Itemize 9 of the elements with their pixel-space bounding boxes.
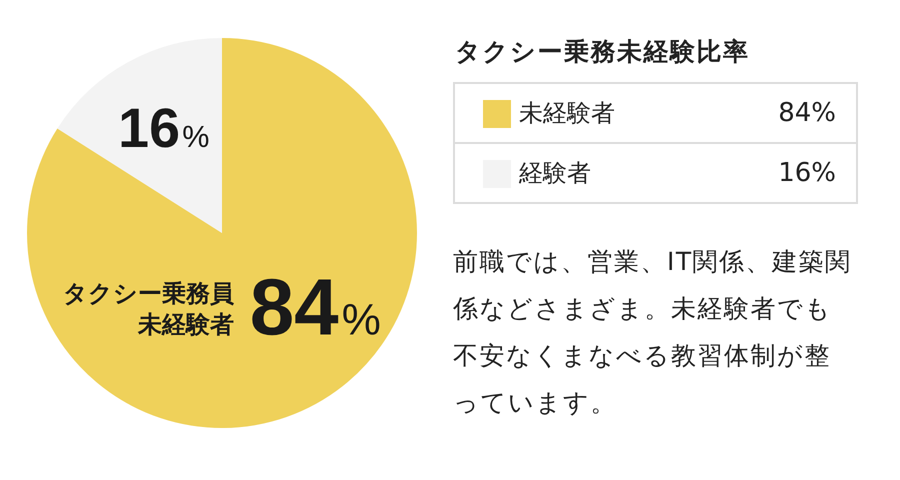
data-label: 84% (250, 262, 381, 352)
text: 84% (778, 98, 836, 128)
text: 16% (778, 158, 836, 188)
text: 前職では、営業、IT関係、建築関係などさまざま。未経験者でも不安なくまなべる教習体制が整っています。 (453, 246, 853, 419)
legend-label: 経験者 (519, 143, 705, 203)
chart-title: タクシー乗務未経験比率 (455, 36, 750, 68)
data-label: 16% (118, 97, 210, 160)
text: タクシー乗務員未経験者 (63, 280, 234, 338)
legend-label: 未経験者 (519, 83, 705, 143)
